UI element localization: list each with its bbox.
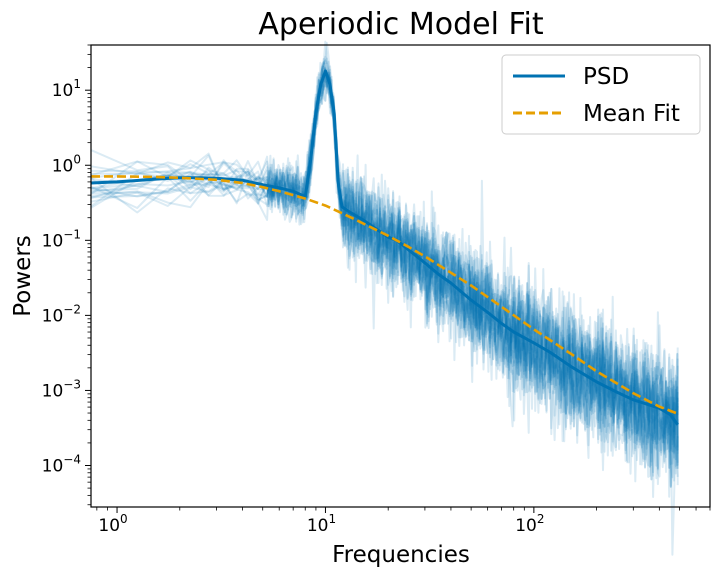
psd-trace [91,42,679,453]
legend-label-psd: PSD [583,64,629,90]
psd-trace [90,62,679,474]
psd-trace [90,59,679,452]
psd-trace [90,75,679,488]
psd-trace [90,63,679,469]
psd-trace [90,61,679,466]
psd-trace [90,65,679,556]
psd-trace [90,65,679,498]
psd-trace [90,66,679,477]
background-traces [90,40,679,556]
x-axis-ticks: 100 101 102 [96,507,711,536]
legend-label-mean-fit: Mean Fit [583,101,680,127]
y-tick-label: 10−1 [42,227,81,251]
psd-trace [90,71,679,473]
x-axis-label: Frequencies [332,542,470,568]
psd-trace [90,57,679,465]
y-axis-label: Powers [10,235,36,317]
plot-frame [90,44,711,508]
psd-trace [90,67,679,488]
psd-trace [90,68,679,467]
chart-title: Aperiodic Model Fit [258,7,543,42]
mean-fit-series-line [91,175,679,415]
psd-trace [90,40,679,469]
psd-trace [90,72,679,475]
psd-trace [90,55,679,498]
psd-series-line [90,69,679,426]
psd-trace [90,57,679,480]
psd-trace [90,65,679,487]
psd-trace [90,72,679,482]
series-layer [90,69,679,426]
psd-trace [90,66,679,466]
legend: PSD Mean Fit [501,54,701,135]
